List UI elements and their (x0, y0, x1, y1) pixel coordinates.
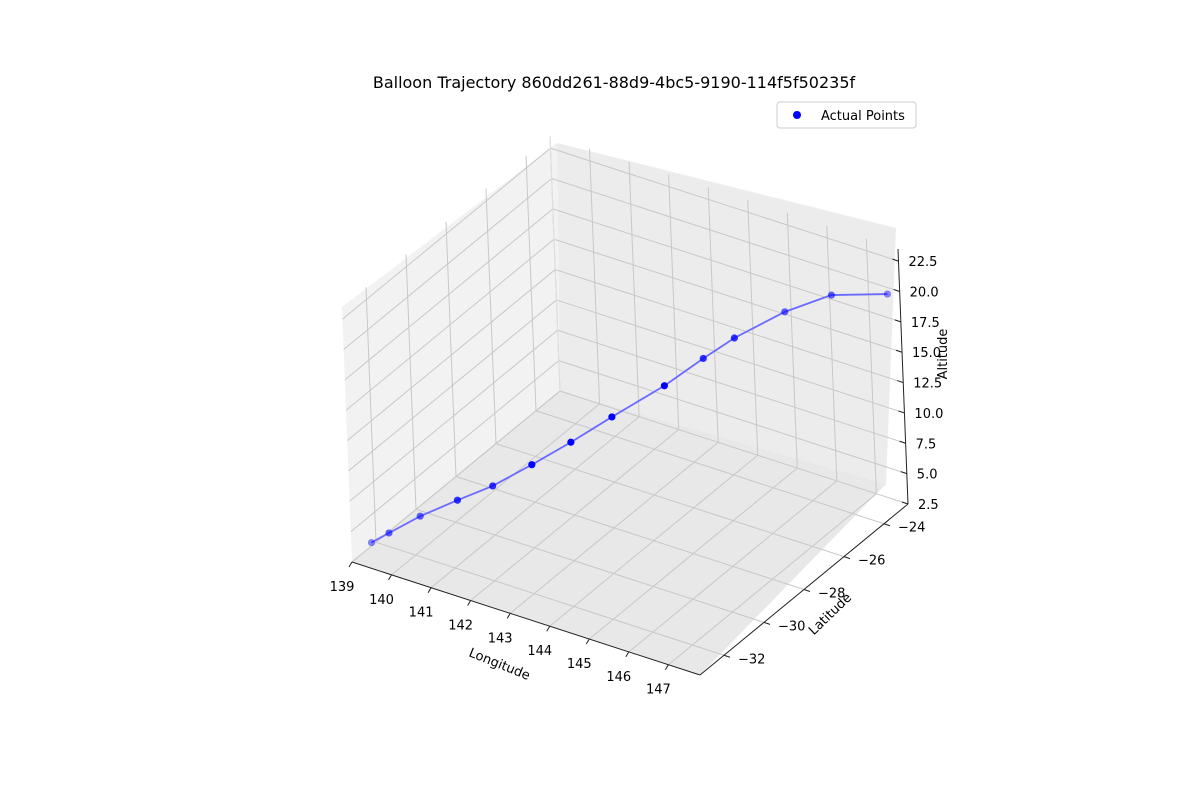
grid-line-z (350, 360, 560, 533)
data-point (489, 482, 497, 490)
x-tick-label: 146 (606, 670, 631, 685)
grid-line-z (348, 299, 557, 472)
y-tick-mark (843, 556, 851, 560)
legend-label: Actual Points (821, 109, 905, 124)
grid-line-z (555, 269, 904, 384)
data-point (367, 538, 376, 547)
data-point (883, 290, 891, 298)
grid-line-z (342, 147, 551, 320)
x-tick-label: 141 (409, 606, 434, 621)
z-tick-label: 12.5 (913, 377, 942, 392)
x-tick-mark (348, 561, 353, 568)
y-tick-mark (763, 621, 771, 625)
z-tick-mark (901, 501, 909, 505)
grid-line-y (535, 410, 885, 525)
z-tick-mark (893, 289, 900, 292)
grid-line-y (375, 541, 725, 656)
y-tick-label: −28 (818, 587, 845, 602)
data-point (730, 334, 738, 342)
z-tick-mark (898, 410, 905, 414)
grid-line-z (559, 390, 909, 505)
y-tick-label: −26 (858, 554, 885, 569)
grid-line-z (551, 178, 900, 292)
chart-title: Balloon Trajectory 860dd261-88d9-4bc5-91… (373, 73, 856, 92)
y-tick-mark (723, 654, 731, 658)
grid-line-z (343, 178, 552, 350)
y-tick-label: −32 (738, 652, 765, 667)
z-tick-mark (900, 471, 907, 475)
data-point (608, 413, 616, 421)
floor-pane (352, 391, 886, 675)
data-point (528, 461, 536, 469)
data-point (416, 512, 424, 520)
grid-line-z (552, 208, 902, 323)
grid-line-z (553, 238, 903, 353)
data-point (567, 438, 575, 446)
y-tick-mark (883, 523, 891, 527)
x-tick-mark (427, 587, 432, 593)
data-point (827, 291, 836, 299)
trajectory-line (371, 293, 888, 544)
grid-line-z (349, 329, 558, 502)
z-tick-mark (892, 258, 899, 262)
grid-lines (342, 135, 909, 666)
legend-marker (793, 111, 801, 119)
z-tick-label: 22.5 (908, 255, 937, 270)
z-tick-label: 2.5 (918, 498, 939, 513)
grid-line-z (346, 269, 556, 441)
grid-line-z (344, 208, 554, 381)
z-tick-label: 20.0 (910, 286, 939, 301)
z-tick-mark (899, 440, 906, 444)
grid-line-y (415, 508, 765, 623)
y-tick-label: −30 (778, 619, 805, 634)
x-axis-line (351, 561, 701, 676)
x-tick-label: 147 (646, 683, 671, 698)
grid-line-z (557, 329, 906, 444)
z-axis-line (897, 248, 909, 505)
y-tick-label: −24 (898, 521, 925, 536)
x-tick-mark (625, 651, 630, 658)
series-layer (367, 290, 891, 547)
x-tick-mark (388, 574, 392, 581)
z-tick-label: 7.5 (916, 437, 937, 452)
data-point (453, 496, 462, 504)
z-tick-mark (897, 380, 904, 384)
grid-line-y (455, 476, 805, 590)
tick-labels: 139 140 141 142 143 144 145 146 147 −32 −30 −28 −26 −… (330, 255, 944, 698)
x-tick-label: 139 (330, 580, 355, 595)
x-tick-label: 144 (527, 644, 552, 659)
x-tick-mark (467, 600, 472, 606)
pane-edge (549, 135, 561, 392)
y-tick-mark (803, 589, 811, 592)
z-tick-mark (894, 319, 902, 323)
legend-box (776, 101, 917, 129)
grid-line-z (550, 147, 899, 262)
data-point (781, 308, 789, 316)
x-tick-label: 145 (567, 657, 592, 672)
x-tick-mark (585, 638, 590, 645)
grid-line-z (345, 238, 555, 411)
z-tick-mark (895, 349, 903, 353)
grid-line-z (556, 299, 905, 414)
x-axis-label: Longitude (467, 646, 533, 684)
x-tick-label: 143 (488, 631, 513, 646)
axis-ticks (348, 258, 909, 670)
x-tick-mark (664, 664, 669, 670)
x-tick-label: 142 (448, 619, 473, 634)
x-tick-mark (546, 625, 551, 632)
grid-line-y (495, 443, 845, 558)
data-point (385, 529, 393, 537)
z-tick-label: 10.0 (914, 407, 943, 422)
grid-line-z (558, 360, 907, 475)
z-axis-label: Altitude (936, 329, 951, 380)
data-point (699, 354, 707, 363)
legend: Actual Points (776, 101, 917, 129)
z-tick-label: 15.0 (912, 346, 941, 361)
x-tick-mark (506, 613, 511, 619)
z-tick-label: 5.0 (917, 468, 938, 483)
x-tick-label: 140 (369, 593, 394, 608)
data-point (660, 382, 668, 390)
z-tick-label: 17.5 (911, 316, 940, 331)
